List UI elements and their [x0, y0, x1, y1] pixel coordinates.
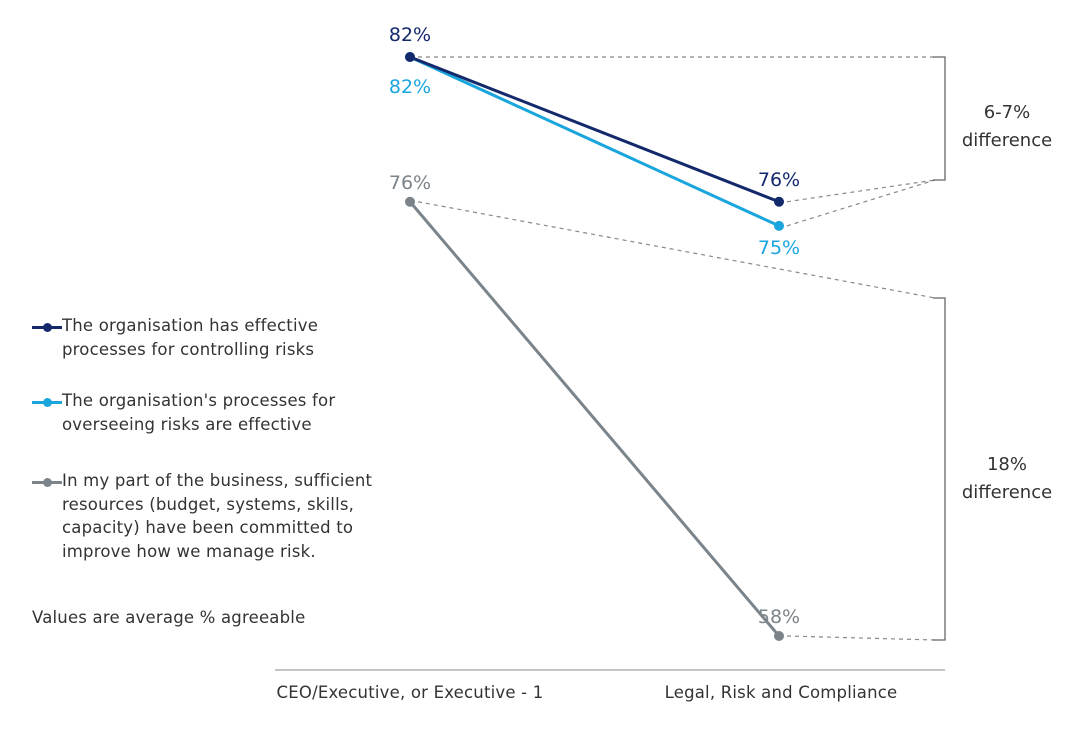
series-line [409, 55, 780, 204]
bracket-bottom [933, 297, 946, 641]
data-label: 76% [389, 172, 431, 194]
data-point [774, 631, 784, 641]
data-label: 58% [758, 606, 800, 628]
bracket-top [933, 56, 946, 181]
series-line [409, 55, 780, 228]
annotation-top: 6-7% difference [962, 99, 1052, 155]
dashed-connector [786, 179, 936, 203]
annotation-value: 6-7% [983, 102, 1031, 123]
data-label: 76% [758, 169, 800, 191]
data-label: 75% [758, 237, 800, 259]
dashed-connector [417, 201, 936, 299]
annotation-text: difference [961, 482, 1053, 503]
data-label: 82% [389, 24, 431, 46]
data-point [774, 196, 784, 207]
x-tick-label: Legal, Risk and Compliance [664, 683, 898, 702]
legend-swatch-gray [32, 476, 62, 488]
legend-item-resources: In my part of the business, sufficient r… [32, 471, 422, 563]
legend-label: In my part of the business, sufficient r… [62, 471, 373, 561]
dashed-connector [786, 179, 936, 227]
x-tick-label: CEO/Executive, or Executive - 1 [276, 683, 544, 702]
data-point [405, 196, 415, 207]
legend-item-controlling: The organisation has effective processes… [32, 316, 362, 361]
legend-label: The organisation has effective processes… [62, 316, 319, 359]
dashed-connector [786, 635, 936, 641]
chart-note: Values are average % agreeable [32, 608, 306, 627]
legend-swatch-cyan [32, 396, 62, 408]
legend-item-overseeing: The organisation's processes for oversee… [32, 391, 382, 436]
legend-label: The organisation's processes for oversee… [62, 391, 336, 434]
data-point [774, 220, 784, 231]
annotation-value: 18% [986, 454, 1027, 475]
legend-swatch-navy [32, 321, 62, 333]
annotation-bottom: 18% difference [962, 451, 1052, 507]
data-label: 82% [389, 76, 431, 98]
series-line [408, 200, 781, 637]
annotation-text: difference [961, 130, 1053, 151]
data-point [405, 52, 415, 62]
